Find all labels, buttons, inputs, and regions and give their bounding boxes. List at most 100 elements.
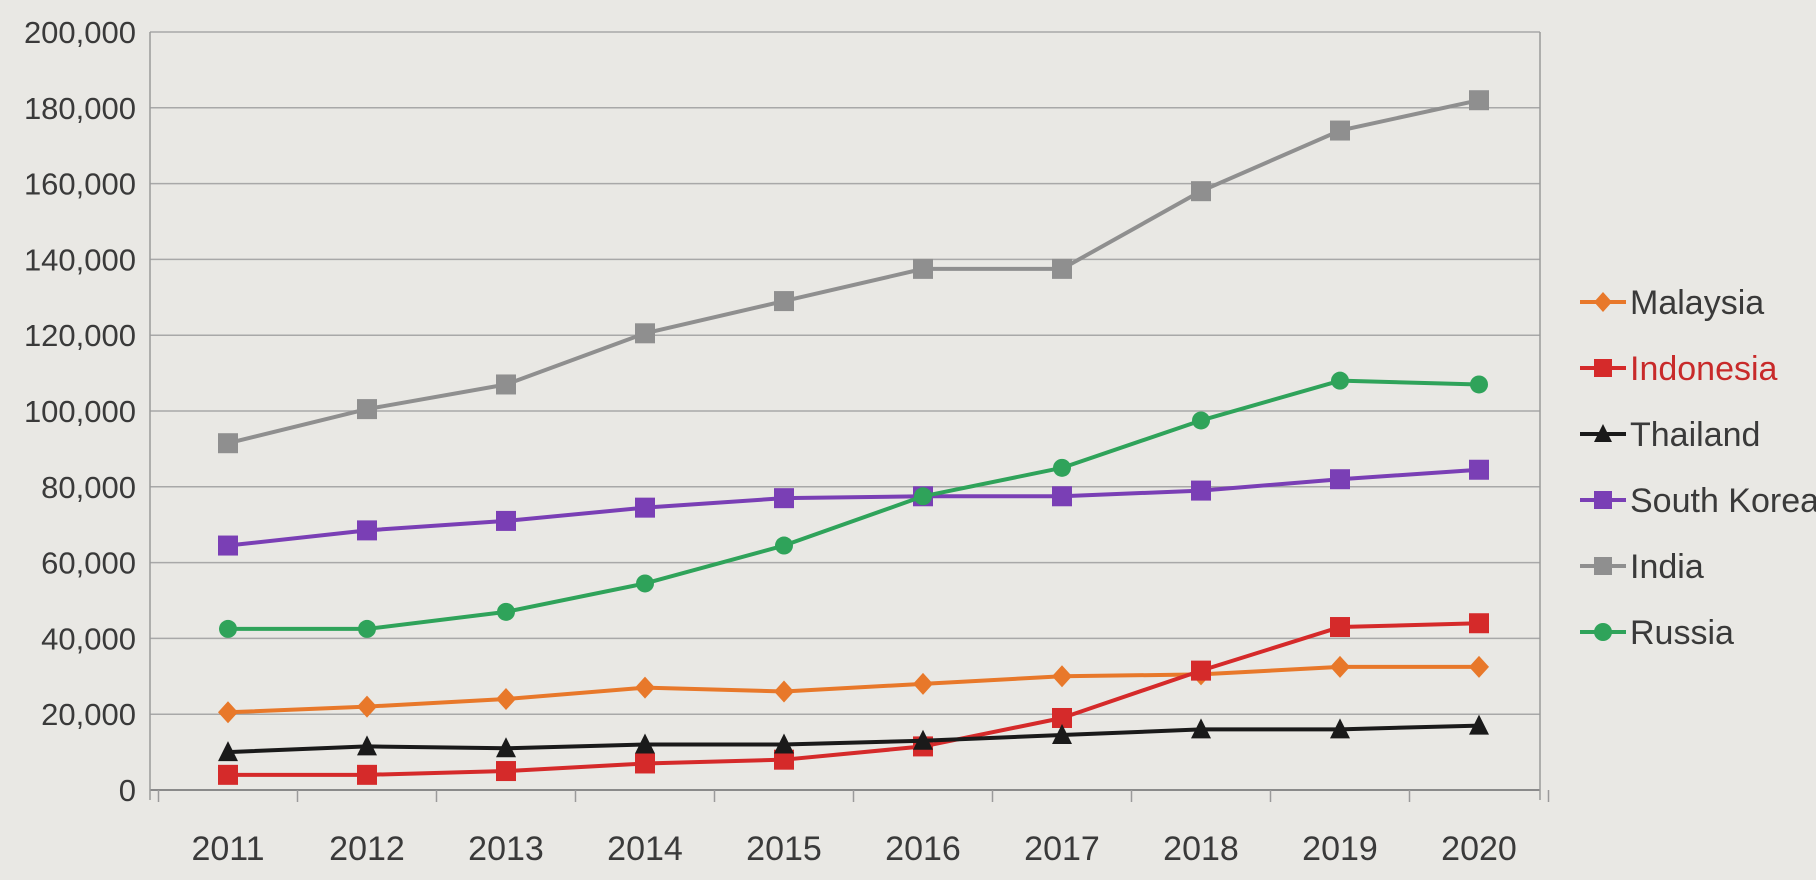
south-korea-point: [635, 497, 655, 518]
legend-label: Malaysia: [1630, 284, 1764, 322]
malaysia-point: [218, 701, 238, 724]
malaysia-point: [1469, 655, 1489, 678]
legend-item-south-korea: South Korea: [1580, 482, 1816, 520]
series-india: [218, 90, 1489, 454]
malaysia-line: [227, 664, 1479, 715]
thailand-point: [913, 729, 933, 750]
axis-layer: 0 20,000 40,000 60,000 80,000 100,000 120,000 1…: [24, 15, 1550, 868]
india-point: [913, 258, 933, 279]
russia-point: [1331, 371, 1349, 390]
india-point: [774, 291, 794, 312]
russia-point: [636, 574, 654, 593]
y-tick-label: 140,000: [24, 242, 136, 277]
russia-point: [914, 487, 932, 506]
legend-item-malaysia: Malaysia: [1580, 284, 1764, 322]
india-point: [1191, 181, 1211, 202]
x-tick-label: 2015: [746, 830, 822, 868]
x-tick-label: 2018: [1163, 830, 1239, 868]
legend-marker: [1594, 359, 1612, 377]
malaysia-point: [913, 672, 933, 695]
legend-item-indonesia: Indonesia: [1580, 350, 1778, 388]
malaysia-point: [774, 680, 794, 703]
malaysia-point: [357, 695, 377, 718]
legend-marker: [1594, 557, 1612, 575]
india-point: [1330, 120, 1350, 141]
series-indonesia: [218, 613, 1489, 785]
y-tick-label: 60,000: [41, 546, 136, 581]
indonesia-point: [1191, 660, 1211, 681]
legend-label: Indonesia: [1630, 350, 1778, 388]
y-tick-label: 160,000: [24, 167, 136, 202]
x-tick-label: 2012: [329, 830, 405, 868]
india-point: [1469, 90, 1489, 111]
y-tick-label: 180,000: [24, 91, 136, 126]
x-tick-label: 2019: [1302, 830, 1378, 868]
legend-label: India: [1630, 548, 1704, 586]
malaysia-point: [1052, 665, 1072, 688]
indonesia-point: [635, 753, 655, 774]
malaysia-point: [1330, 655, 1350, 678]
thailand-point: [357, 735, 377, 756]
x-tick-label: 2014: [607, 830, 683, 868]
legend-marker: [1594, 424, 1612, 442]
thailand-point: [1191, 718, 1211, 739]
indonesia-point: [496, 761, 516, 782]
legend: Malaysia Indonesia Thailand South Korea Indi…: [1580, 284, 1816, 652]
russia-point: [219, 619, 237, 638]
legend-item-russia: Russia: [1580, 614, 1734, 652]
x-tick-label: 2013: [468, 830, 544, 868]
south-korea-line: [227, 467, 1480, 548]
thailand-line: [227, 723, 1480, 755]
thailand-point: [218, 741, 238, 762]
russia-point: [1053, 458, 1071, 477]
indonesia-point: [357, 764, 377, 785]
legend-item-india: India: [1580, 548, 1704, 586]
y-tick-label: 20,000: [41, 697, 136, 732]
south-korea-point: [357, 520, 377, 541]
indonesia-line: [228, 621, 1480, 777]
series-thailand: [218, 714, 1489, 762]
south-korea-point: [218, 535, 238, 556]
south-korea-point: [1191, 480, 1211, 501]
series-russia: [219, 371, 1488, 638]
russia-line: [228, 378, 1480, 631]
series-layer: [218, 90, 1489, 785]
russia-point: [1470, 375, 1488, 394]
indonesia-point: [218, 764, 238, 785]
thailand-point: [1330, 718, 1350, 739]
legend-item-thailand: Thailand: [1580, 416, 1760, 454]
y-tick-label: 40,000: [41, 621, 136, 656]
indonesia-point: [1330, 617, 1350, 638]
legend-marker: [1594, 491, 1612, 509]
russia-point: [1192, 411, 1210, 430]
legend-label: South Korea: [1630, 482, 1816, 520]
x-tick-label: 2020: [1441, 830, 1517, 868]
thailand-point: [1052, 724, 1072, 745]
thailand-point: [1469, 714, 1489, 735]
series-malaysia: [218, 655, 1489, 724]
x-tick-label: 2016: [885, 830, 961, 868]
south-korea-point: [774, 488, 794, 509]
legend-marker: [1594, 292, 1612, 312]
south-korea-point: [1330, 469, 1350, 490]
thailand-point: [635, 733, 655, 754]
y-tick-label: 80,000: [41, 470, 136, 505]
series-south-korea: [218, 459, 1489, 556]
legend-marker: [1594, 623, 1612, 641]
y-tick-label: 120,000: [24, 318, 136, 353]
y-tick-label: 0: [119, 773, 136, 808]
y-tick-label: 200,000: [24, 15, 136, 50]
legend-label: Russia: [1630, 614, 1734, 652]
x-tick-label: 2011: [191, 830, 264, 868]
indonesia-point: [1469, 613, 1489, 634]
south-korea-point: [1052, 486, 1072, 507]
india-line: [227, 98, 1480, 446]
thailand-point: [774, 733, 794, 754]
india-point: [1052, 258, 1072, 279]
thailand-point: [496, 737, 516, 758]
russia-point: [497, 602, 515, 621]
legend-label: Thailand: [1630, 416, 1760, 454]
indonesia-point: [774, 749, 794, 770]
